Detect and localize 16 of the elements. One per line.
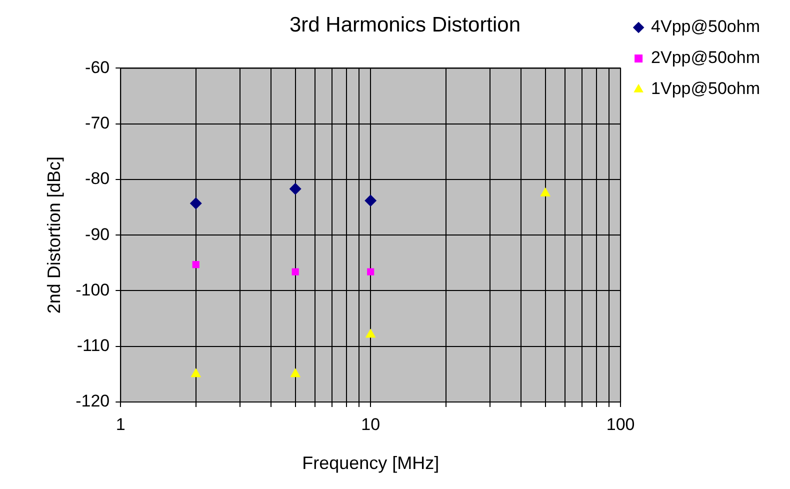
y-tick-label: -60 — [85, 58, 110, 77]
chart-title: 3rd Harmonics Distortion — [289, 13, 521, 36]
legend-label: 4Vpp@50ohm — [651, 17, 760, 36]
x-tick-label: 1 — [116, 414, 126, 434]
y-tick-label: -90 — [85, 224, 110, 244]
y-tick-label: -100 — [76, 280, 110, 300]
y-tick-label: -70 — [85, 114, 110, 133]
x-axis-title: Frequency [MHz] — [302, 453, 440, 474]
y-tick-label: -110 — [76, 336, 110, 356]
y-tick-label: -120 — [76, 392, 110, 411]
legend-label: 2Vpp@50ohm — [651, 48, 760, 68]
x-tick-label: 100 — [606, 414, 635, 434]
legend-label: 1Vpp@50ohm — [651, 79, 760, 98]
y-tick-label: -80 — [85, 169, 110, 188]
y-axis-title: 2nd Distortion [dBc] — [44, 156, 64, 314]
x-tick-label: 10 — [361, 414, 380, 434]
